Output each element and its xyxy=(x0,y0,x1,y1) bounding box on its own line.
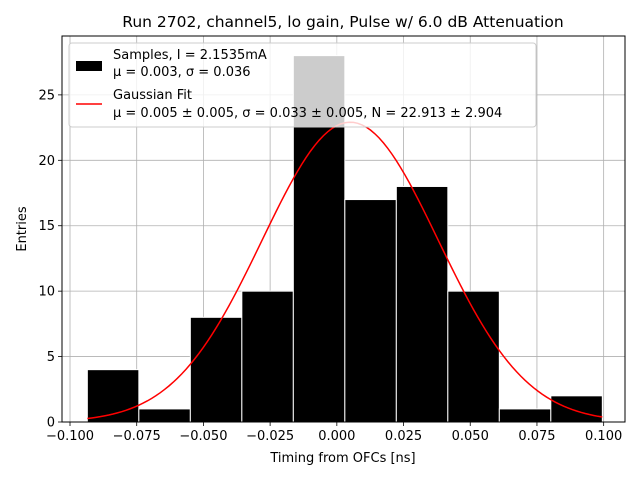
y-tick-label: 15 xyxy=(38,219,55,234)
histogram-bar xyxy=(138,408,191,423)
y-tick-label: 0 xyxy=(47,416,55,431)
legend-fit-line2: μ = 0.005 ± 0.005, σ = 0.033 ± 0.005, N … xyxy=(113,106,502,121)
y-axis-label: Entries xyxy=(15,206,30,252)
histogram-bar xyxy=(395,185,449,423)
y-tick-label: 10 xyxy=(38,285,55,300)
histogram-bar xyxy=(344,199,397,423)
y-tick-label: 5 xyxy=(47,350,55,365)
x-tick-label: 0.000 xyxy=(318,429,355,444)
histogram-bar xyxy=(447,290,500,423)
y-tick-label: 25 xyxy=(38,88,55,103)
x-axis-ticks: −0.100 −0.075 −0.050 −0.025 0.000 0.025 0.050 0… xyxy=(46,422,622,444)
chart-title: Run 2702, channel5, lo gain, Pulse w/ 6.… xyxy=(122,13,563,31)
legend-fit-line1: Gaussian Fit xyxy=(113,88,192,103)
x-tick-label: 0.050 xyxy=(452,429,489,444)
legend: Samples, I = 2.1535mA μ = 0.003, σ = 0.0… xyxy=(68,42,537,128)
histogram-bar xyxy=(189,316,243,423)
legend-samples-line1: Samples, I = 2.1535mA xyxy=(113,48,267,63)
histogram-bar xyxy=(241,290,294,423)
plot-frame xyxy=(61,35,626,423)
histogram-bar xyxy=(498,408,552,423)
x-tick-label: 0.025 xyxy=(385,429,422,444)
x-tick-label: −0.050 xyxy=(179,429,227,444)
x-axis-label: Timing from OFCs [ns] xyxy=(269,451,415,466)
legend-box xyxy=(68,42,537,128)
x-tick-label: −0.100 xyxy=(46,429,94,444)
histogram-bars xyxy=(86,55,603,423)
y-tick-label: 20 xyxy=(38,154,55,169)
x-tick-label: 0.100 xyxy=(585,429,622,444)
x-tick-label: −0.025 xyxy=(246,429,294,444)
legend-samples-line2: μ = 0.003, σ = 0.036 xyxy=(113,65,251,80)
x-tick-label: −0.075 xyxy=(113,429,161,444)
histogram-bar xyxy=(550,395,603,423)
x-tick-label: 0.075 xyxy=(518,429,555,444)
y-axis-ticks: 0 5 10 15 20 25 xyxy=(38,88,62,431)
legend-samples-swatch xyxy=(76,61,102,71)
